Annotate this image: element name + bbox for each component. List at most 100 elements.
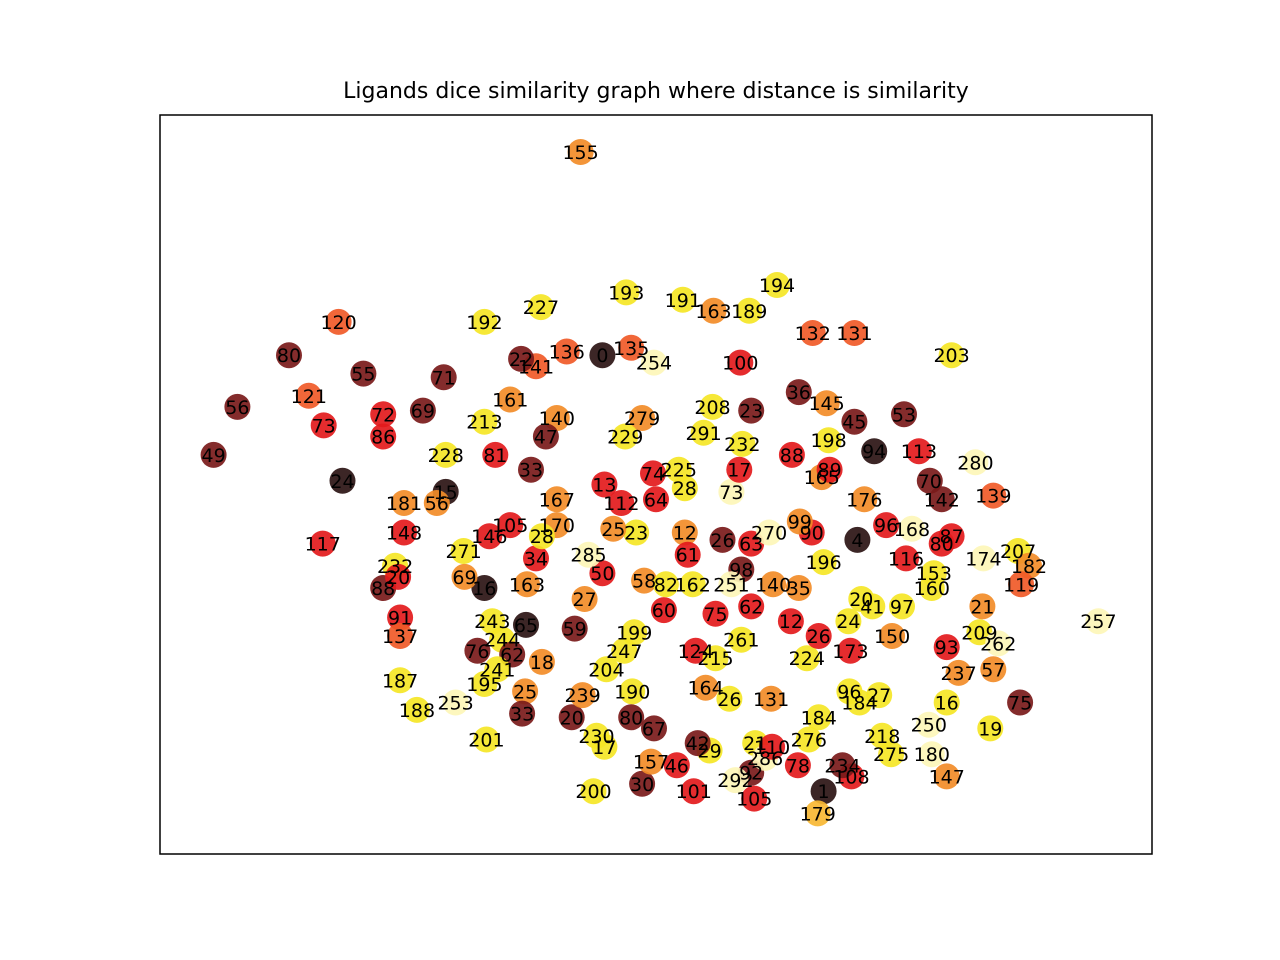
node-label: 73 [719, 482, 743, 504]
node-label: 189 [731, 301, 767, 323]
node-point [476, 523, 503, 550]
node-point [728, 626, 755, 653]
node-point [741, 785, 768, 812]
node-label: 247 [606, 641, 642, 663]
node-label: 232 [377, 556, 413, 578]
node-point [589, 342, 616, 369]
node-label: 181 [386, 493, 422, 515]
node-label: 173 [832, 641, 868, 663]
node-point [612, 423, 639, 450]
node-label: 92 [739, 763, 763, 785]
node-label: 13 [592, 475, 616, 497]
node-label: 60 [652, 600, 676, 622]
node-point [641, 715, 667, 742]
node-point [938, 342, 965, 369]
node-label: 4 [851, 530, 863, 552]
node-label: 187 [382, 670, 418, 692]
node-point [638, 748, 664, 775]
node-label: 74 [641, 463, 665, 485]
node-label: 253 [437, 693, 473, 715]
node-point [325, 308, 352, 335]
node-point [738, 593, 765, 620]
node-point [933, 689, 960, 716]
node-label: 18 [530, 652, 554, 674]
node-label: 132 [795, 323, 831, 345]
node-point [844, 526, 871, 553]
node-point [829, 752, 856, 779]
node-point [795, 726, 822, 753]
node-label: 56 [225, 397, 249, 419]
node-point [699, 393, 726, 420]
node-label: 207 [1000, 541, 1036, 563]
node-label: 16 [935, 693, 959, 715]
node-label: 190 [614, 681, 650, 703]
node-label: 163 [695, 301, 731, 323]
node-point [629, 405, 656, 431]
node-label: 161 [492, 390, 528, 412]
node-point [640, 460, 666, 487]
node-label: 150 [874, 626, 910, 648]
node-point [916, 467, 943, 494]
node-label: 208 [694, 397, 730, 419]
node-label: 94 [862, 441, 886, 463]
node-point [497, 512, 524, 539]
node-label: 184 [841, 693, 877, 715]
node-label: 82 [654, 574, 678, 596]
node-label: 96 [837, 681, 861, 703]
node-point [810, 778, 837, 805]
node-point [692, 674, 719, 701]
node-point [718, 571, 745, 598]
node-point [891, 401, 917, 428]
node-point [784, 752, 811, 779]
node-point [680, 778, 707, 805]
node-label: 110 [754, 737, 790, 759]
node-label: 101 [676, 781, 712, 803]
node-point [702, 600, 729, 627]
node-label: 165 [804, 467, 840, 489]
node-label: 105 [492, 515, 528, 537]
node-point [722, 767, 749, 794]
node-label: 286 [747, 748, 783, 770]
node-label: 97 [890, 596, 914, 618]
node-label: 131 [836, 323, 872, 345]
node-point [928, 486, 955, 513]
node-point [528, 523, 555, 550]
node-point [479, 608, 506, 635]
node-label: 75 [1008, 693, 1032, 715]
node-label: 135 [613, 338, 649, 360]
node-point [969, 593, 996, 620]
node-label: 12 [779, 611, 803, 633]
node-label: 16 [472, 578, 496, 600]
node-label: 1 [818, 781, 830, 803]
node-label: 153 [916, 563, 952, 585]
node-label: 19 [978, 718, 1002, 740]
node-label: 12 [673, 523, 697, 545]
node-point [799, 320, 826, 346]
node-label: 276 [791, 730, 827, 752]
node-label: 195 [466, 674, 502, 696]
node-label: 270 [751, 523, 787, 545]
node-point [575, 541, 602, 568]
node-label: 15 [434, 482, 458, 504]
node-point [861, 438, 888, 465]
node-label: 72 [371, 404, 395, 426]
node-label: 244 [484, 630, 520, 652]
node-point [671, 475, 698, 502]
node-label: 24 [330, 471, 354, 493]
node-point [309, 530, 336, 557]
node-point [589, 560, 616, 587]
node-label: 99 [788, 512, 812, 534]
node-point [980, 482, 1007, 509]
node-point [920, 560, 947, 587]
node-point [583, 722, 610, 749]
node-label: 113 [901, 441, 937, 463]
node-label: 193 [608, 282, 644, 304]
node-label: 243 [474, 611, 510, 633]
node-label: 47 [534, 427, 558, 449]
node-point [879, 623, 906, 649]
node-label: 155 [562, 142, 598, 164]
node-label: 116 [888, 548, 924, 570]
node-point [224, 393, 251, 420]
node-label: 218 [864, 726, 900, 748]
